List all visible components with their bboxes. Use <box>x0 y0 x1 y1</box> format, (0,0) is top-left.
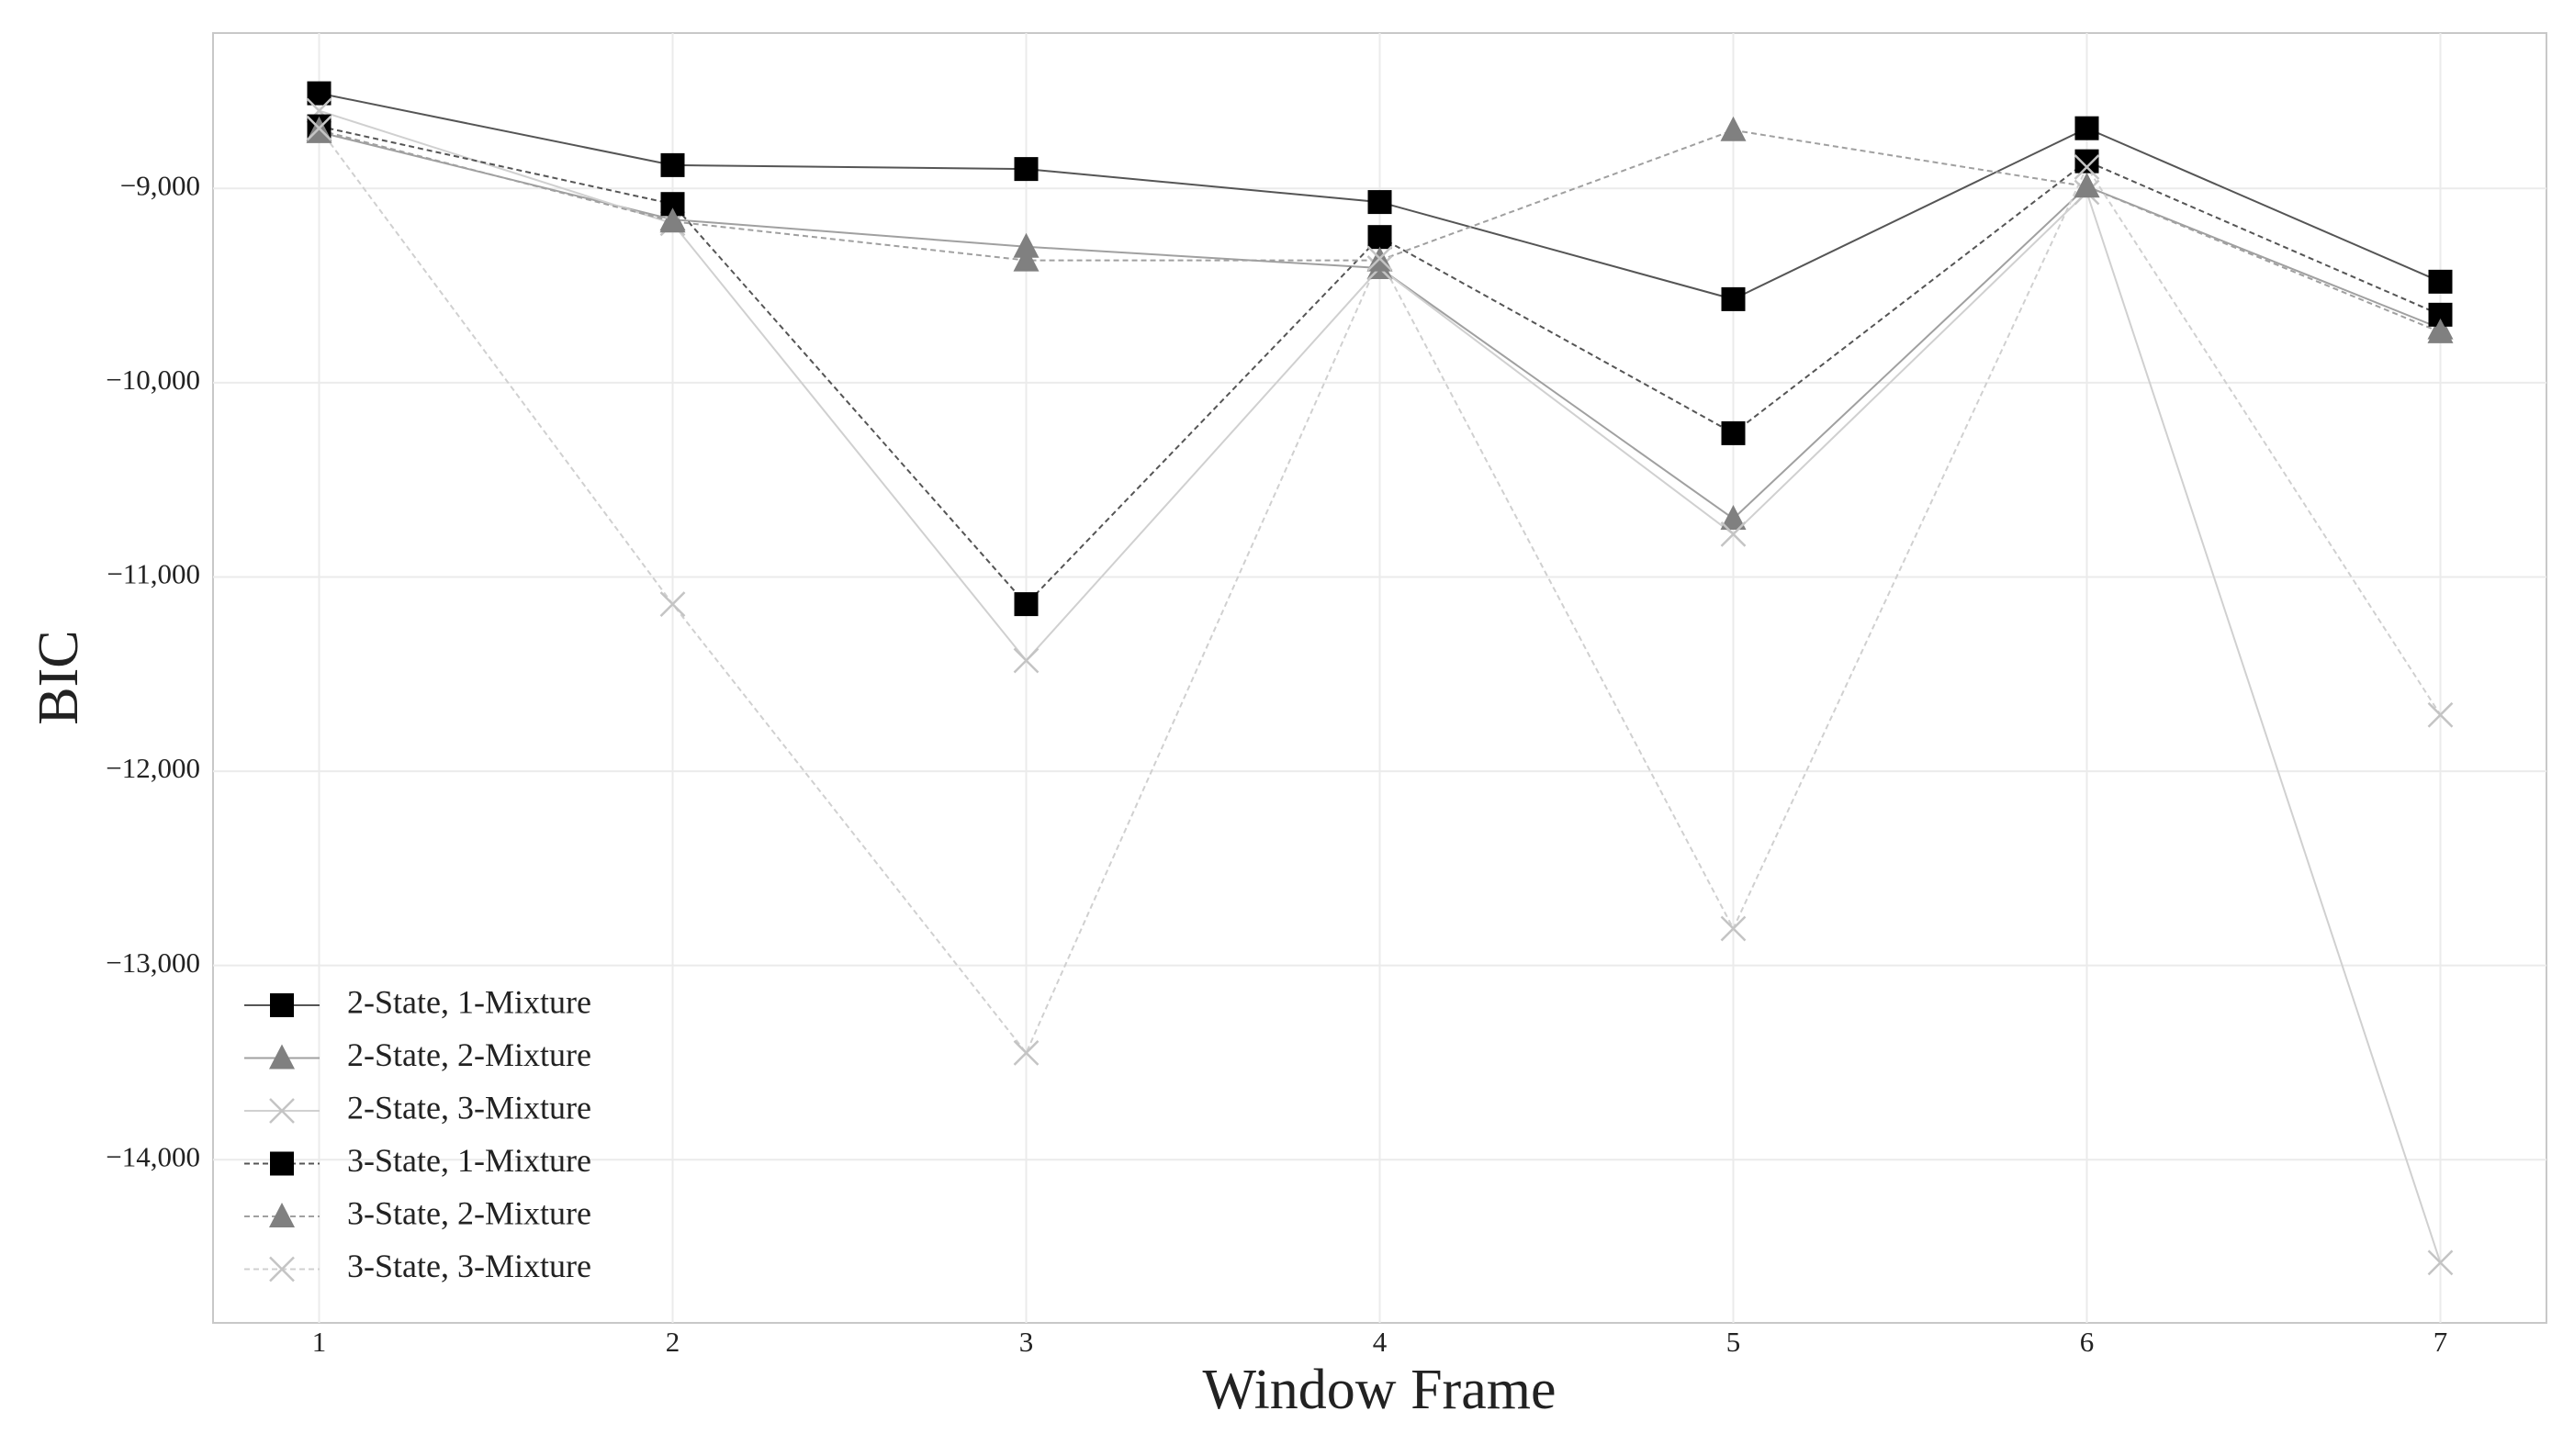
x-tick-label: 5 <box>1726 1326 1741 1358</box>
legend-marker <box>269 1044 295 1070</box>
point <box>1721 420 1746 445</box>
x-tick-label: 3 <box>1019 1326 1034 1358</box>
point <box>1013 647 1040 674</box>
point <box>1721 286 1746 311</box>
legend-marker <box>270 993 294 1017</box>
point <box>1720 915 1747 942</box>
y-axis-title: BIC <box>28 630 90 724</box>
point <box>659 207 686 233</box>
point <box>2074 154 2100 180</box>
point <box>1366 245 1393 272</box>
legend-label: 3-State, 3-Mixture <box>347 1248 591 1284</box>
x-tick-label: 7 <box>2433 1326 2448 1358</box>
point <box>2074 149 2099 174</box>
point <box>1013 246 1040 272</box>
point <box>306 115 332 141</box>
point <box>1720 521 1747 547</box>
point <box>2074 173 2100 198</box>
y-tick-label: −14,000 <box>106 1140 200 1172</box>
legend-label: 2-State, 3-Mixture <box>347 1089 591 1126</box>
point <box>659 591 686 617</box>
x-tick-label: 1 <box>312 1326 327 1358</box>
legend-label: 3-State, 2-Mixture <box>347 1194 591 1231</box>
legend-marker <box>269 1256 295 1282</box>
y-tick-label: −11,000 <box>107 558 200 590</box>
point <box>2074 116 2099 140</box>
point <box>2427 318 2454 343</box>
legend-label: 2-State, 2-Mixture <box>347 1036 591 1073</box>
legend-label: 2-State, 1-Mixture <box>347 983 591 1020</box>
legend-marker <box>269 1203 295 1227</box>
point <box>1014 592 1039 617</box>
x-axis-title: Window Frame <box>1203 1359 1557 1421</box>
point <box>1014 157 1039 182</box>
legend-marker <box>270 1151 294 1176</box>
x-tick-label: 2 <box>666 1326 680 1358</box>
y-tick-label: −10,000 <box>106 364 200 396</box>
y-tick-label: −12,000 <box>106 752 200 784</box>
point <box>1367 225 1392 250</box>
y-tick-label: −13,000 <box>106 946 200 979</box>
y-tick-label: −9,000 <box>120 169 200 201</box>
legend-marker <box>269 1098 295 1124</box>
point <box>1720 504 1747 530</box>
point <box>1720 116 1747 141</box>
point <box>2427 1249 2454 1276</box>
point <box>1013 1039 1040 1066</box>
point <box>2427 701 2454 728</box>
x-tick-label: 4 <box>1373 1326 1388 1358</box>
point <box>1013 232 1040 258</box>
point <box>2428 269 2453 294</box>
x-tick-label: 6 <box>2080 1326 2095 1358</box>
legend-label: 3-State, 1-Mixture <box>347 1142 591 1179</box>
legend: 2-State, 1-Mixture 2-State, 2-Mixture 2-St… <box>244 983 591 1284</box>
point <box>660 152 685 177</box>
point <box>1367 190 1392 215</box>
